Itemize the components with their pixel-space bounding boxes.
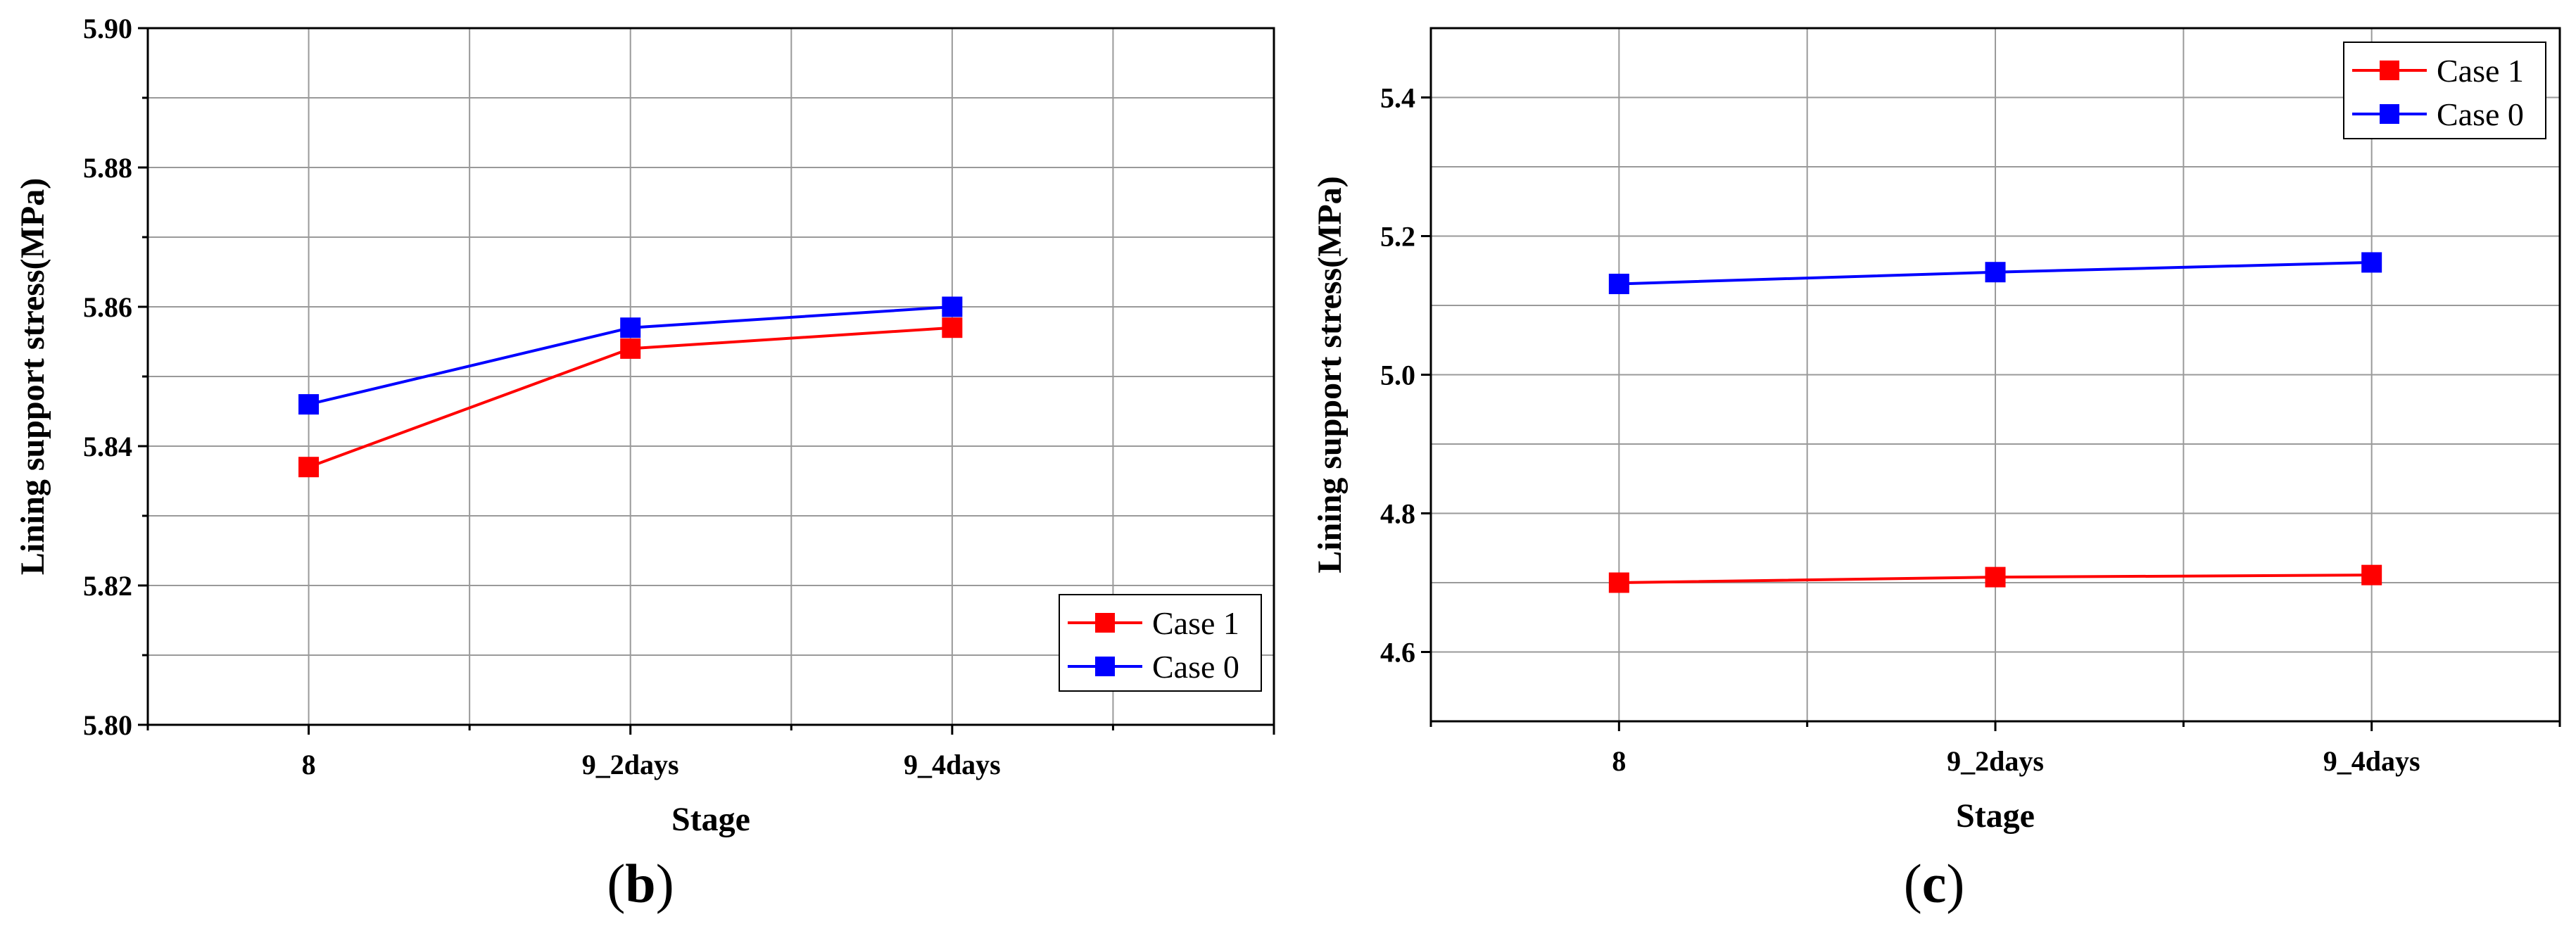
x-tick-label: 9_2days <box>1947 745 2044 777</box>
x-tick-label: 8 <box>1612 745 1626 777</box>
legend-label-case-0: Case 0 <box>1152 649 1239 685</box>
data-point-case-1 <box>2361 564 2382 585</box>
legend-label-case-1: Case 1 <box>2437 53 2524 89</box>
chart-panel-c: 4.6 4.8 5.0 5.2 5.4 8 9_2days 9_4days Stage Linin… <box>1311 27 2561 835</box>
data-point-case-0 <box>2361 252 2382 273</box>
y-tick-label: 5.80 <box>83 709 132 741</box>
legend-marker-case-1 <box>2380 61 2399 80</box>
y-tick-label: 5.88 <box>83 152 132 184</box>
x-axis-title: Stage <box>671 801 750 838</box>
data-point-case-1 <box>942 317 963 338</box>
data-point-case-0 <box>298 394 320 415</box>
data-point-case-0 <box>1608 273 1629 294</box>
y-tick-label: 5.84 <box>83 431 132 462</box>
data-point-case-0 <box>1985 262 2006 283</box>
legend-label-case-0: Case 0 <box>2437 96 2524 132</box>
x-tick-label: 8 <box>302 749 316 780</box>
y-tick-label: 4.6 <box>1380 637 1415 669</box>
y-axis-title: Lining support stress(MPa) <box>14 178 51 576</box>
y-tick-label: 5.2 <box>1380 221 1415 253</box>
data-point-case-1 <box>298 457 320 478</box>
legend-marker-case-0 <box>2380 104 2399 124</box>
data-point-case-1 <box>1608 572 1629 593</box>
data-point-case-1 <box>620 338 641 359</box>
x-tick-label: 9_2days <box>582 749 679 780</box>
x-tick-label: 9_4days <box>2323 745 2420 777</box>
legend-marker-case-0 <box>1095 657 1115 676</box>
legend-marker-case-1 <box>1095 613 1115 633</box>
y-axis-title: Lining support stress(MPa) <box>1311 176 1349 574</box>
y-tick-label: 5.86 <box>83 291 132 323</box>
x-tick-label: 9_4days <box>904 749 1001 780</box>
legend: Case 1 Case 0 <box>1059 594 1262 692</box>
y-tick-label: 4.8 <box>1380 498 1415 530</box>
legend-box <box>1059 594 1262 692</box>
panel-label-c: (c) <box>1904 853 1965 914</box>
data-point-case-0 <box>620 317 641 338</box>
legend-box <box>2343 42 2546 139</box>
y-tick-label: 5.4 <box>1380 82 1415 114</box>
data-point-case-0 <box>942 296 963 317</box>
y-tick-label: 5.82 <box>83 570 132 602</box>
y-tick-label: 5.90 <box>83 13 132 44</box>
x-axis-title: Stage <box>1956 797 2035 835</box>
chart-panel-b: 5.80 5.82 5.84 5.86 5.88 5.90 8 9_2days 9_4days S… <box>14 13 1275 838</box>
legend: Case 1 Case 0 <box>2343 42 2546 139</box>
panel-label-b: (b) <box>607 853 674 914</box>
y-tick-label: 5.0 <box>1380 360 1415 391</box>
data-point-case-1 <box>1985 566 2006 588</box>
legend-label-case-1: Case 1 <box>1152 605 1239 641</box>
